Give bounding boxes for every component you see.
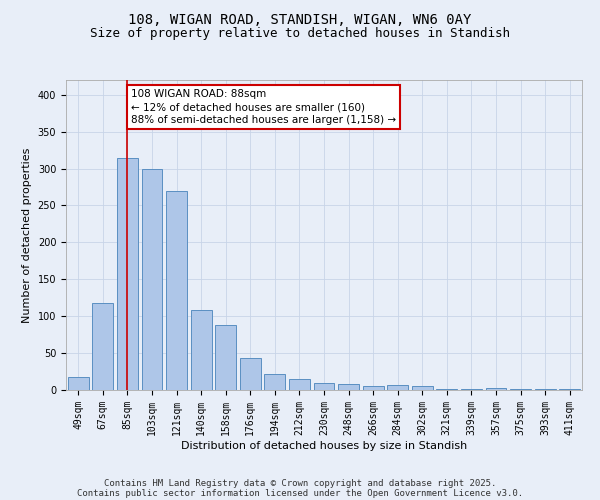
Bar bbox=[535, 388, 556, 390]
Text: Contains public sector information licensed under the Open Government Licence v3: Contains public sector information licen… bbox=[77, 488, 523, 498]
Bar bbox=[142, 168, 163, 390]
Text: Contains HM Land Registry data © Crown copyright and database right 2025.: Contains HM Land Registry data © Crown c… bbox=[104, 478, 496, 488]
Bar bbox=[215, 325, 236, 390]
Bar bbox=[117, 158, 138, 390]
Bar bbox=[362, 386, 383, 390]
Bar bbox=[314, 384, 334, 390]
Bar bbox=[485, 388, 506, 390]
Bar bbox=[412, 386, 433, 390]
Text: Size of property relative to detached houses in Standish: Size of property relative to detached ho… bbox=[90, 28, 510, 40]
Bar bbox=[68, 376, 89, 390]
Y-axis label: Number of detached properties: Number of detached properties bbox=[22, 148, 32, 322]
Bar bbox=[191, 310, 212, 390]
Bar bbox=[92, 303, 113, 390]
Bar bbox=[240, 358, 261, 390]
X-axis label: Distribution of detached houses by size in Standish: Distribution of detached houses by size … bbox=[181, 440, 467, 450]
Bar bbox=[289, 379, 310, 390]
Text: 108, WIGAN ROAD, STANDISH, WIGAN, WN6 0AY: 108, WIGAN ROAD, STANDISH, WIGAN, WN6 0A… bbox=[128, 12, 472, 26]
Bar bbox=[436, 388, 457, 390]
Bar bbox=[338, 384, 359, 390]
Bar bbox=[387, 385, 408, 390]
Bar bbox=[166, 190, 187, 390]
Bar bbox=[265, 374, 286, 390]
Text: 108 WIGAN ROAD: 88sqm
← 12% of detached houses are smaller (160)
88% of semi-det: 108 WIGAN ROAD: 88sqm ← 12% of detached … bbox=[131, 89, 396, 126]
